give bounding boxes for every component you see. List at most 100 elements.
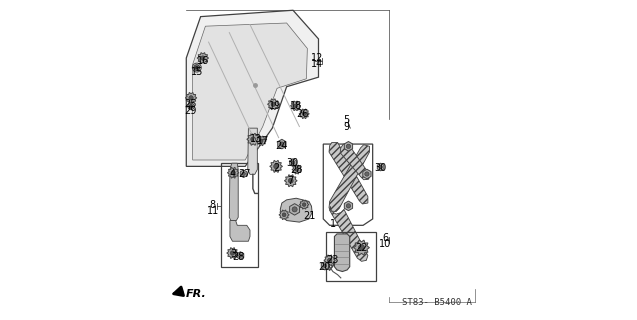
Text: 1: 1: [330, 219, 336, 229]
Text: 16: 16: [197, 56, 210, 66]
Polygon shape: [345, 141, 353, 151]
Polygon shape: [256, 136, 266, 146]
Circle shape: [327, 258, 332, 262]
Circle shape: [271, 102, 275, 107]
Circle shape: [323, 264, 327, 268]
Polygon shape: [247, 133, 259, 145]
Text: 13: 13: [250, 134, 262, 144]
Polygon shape: [237, 252, 244, 260]
Polygon shape: [248, 128, 257, 174]
Circle shape: [190, 106, 192, 108]
Text: 4: 4: [230, 169, 236, 179]
Polygon shape: [324, 255, 336, 266]
Circle shape: [189, 96, 193, 100]
Polygon shape: [197, 52, 208, 63]
Polygon shape: [192, 23, 307, 160]
Circle shape: [292, 207, 297, 212]
Text: 15: 15: [190, 68, 203, 77]
Text: 30: 30: [375, 163, 387, 173]
Circle shape: [239, 254, 242, 257]
Circle shape: [251, 137, 255, 142]
Text: ST83- B5400 A: ST83- B5400 A: [401, 298, 471, 307]
Circle shape: [295, 168, 299, 172]
Text: 10: 10: [379, 239, 392, 249]
Polygon shape: [290, 159, 296, 166]
Text: 3: 3: [230, 249, 236, 259]
Bar: [221, 163, 258, 267]
Circle shape: [291, 161, 295, 164]
Polygon shape: [280, 198, 312, 222]
Polygon shape: [334, 234, 350, 271]
Polygon shape: [363, 169, 371, 179]
Text: 25: 25: [184, 99, 196, 109]
Circle shape: [188, 103, 194, 110]
Polygon shape: [330, 206, 368, 261]
Text: 22: 22: [355, 243, 368, 252]
Polygon shape: [227, 248, 238, 259]
Polygon shape: [229, 163, 238, 220]
Text: FR.: FR.: [185, 290, 206, 300]
Polygon shape: [354, 240, 369, 255]
Polygon shape: [284, 175, 297, 187]
Text: 30: 30: [286, 158, 299, 168]
Text: 21: 21: [303, 211, 315, 221]
Polygon shape: [299, 109, 309, 119]
Text: 11: 11: [206, 206, 219, 216]
Text: 28: 28: [290, 164, 303, 174]
Polygon shape: [299, 200, 309, 209]
Text: 8: 8: [210, 200, 216, 210]
Polygon shape: [329, 142, 368, 204]
Text: 6: 6: [382, 233, 389, 243]
Circle shape: [365, 172, 369, 176]
Circle shape: [195, 66, 198, 69]
Text: 5: 5: [343, 115, 350, 125]
Text: 19: 19: [269, 101, 281, 111]
Circle shape: [347, 204, 350, 208]
Polygon shape: [240, 170, 247, 178]
Circle shape: [242, 172, 245, 175]
Polygon shape: [290, 101, 301, 111]
Circle shape: [274, 164, 278, 169]
Polygon shape: [278, 139, 286, 149]
Circle shape: [231, 171, 235, 175]
Polygon shape: [230, 220, 250, 241]
Circle shape: [282, 213, 286, 217]
Text: 23: 23: [326, 255, 338, 265]
Circle shape: [194, 65, 199, 70]
Polygon shape: [186, 10, 318, 166]
Circle shape: [259, 139, 263, 143]
Text: 18: 18: [290, 101, 303, 111]
Text: 20: 20: [318, 262, 331, 272]
Circle shape: [289, 178, 293, 183]
Circle shape: [347, 144, 350, 148]
Circle shape: [189, 105, 193, 108]
Circle shape: [379, 165, 382, 169]
Circle shape: [359, 244, 364, 251]
Polygon shape: [340, 144, 369, 180]
Circle shape: [303, 203, 306, 206]
Polygon shape: [290, 204, 299, 215]
Text: 12: 12: [311, 53, 323, 63]
Text: 2: 2: [273, 163, 280, 173]
Circle shape: [294, 104, 297, 108]
Polygon shape: [268, 99, 279, 110]
Polygon shape: [185, 92, 197, 103]
Text: 29: 29: [184, 106, 196, 116]
Circle shape: [192, 63, 201, 72]
Circle shape: [280, 142, 284, 146]
Circle shape: [302, 112, 306, 116]
Circle shape: [231, 251, 234, 255]
Polygon shape: [292, 165, 301, 174]
Text: 7: 7: [287, 176, 293, 186]
Polygon shape: [329, 145, 369, 212]
Polygon shape: [377, 163, 384, 171]
Polygon shape: [227, 167, 239, 178]
Polygon shape: [269, 160, 282, 172]
Text: 14: 14: [311, 60, 323, 69]
Text: 26: 26: [296, 109, 309, 119]
Text: 9: 9: [343, 122, 350, 132]
Polygon shape: [279, 210, 289, 220]
Circle shape: [201, 56, 205, 60]
Polygon shape: [345, 201, 353, 211]
Text: 24: 24: [276, 141, 288, 151]
